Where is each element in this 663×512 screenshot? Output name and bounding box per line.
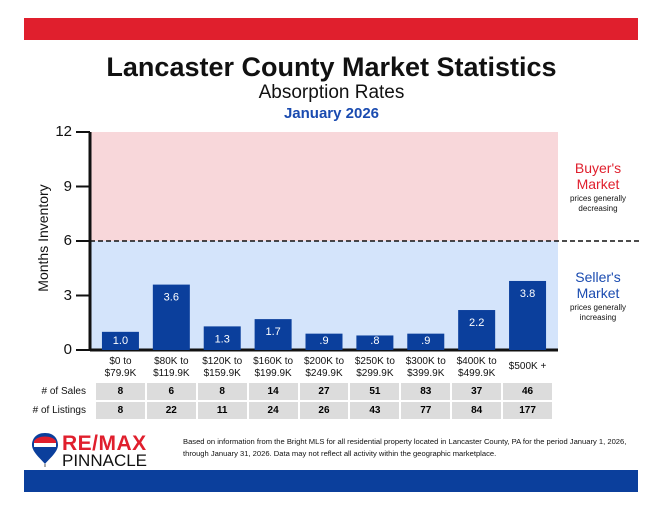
sales-cell: 83 [401,383,451,400]
bar-value-label: 1.0 [113,335,128,347]
top-banner [24,18,638,40]
y-tick-label: 3 [63,286,72,304]
sales-cell: 27 [299,383,349,400]
bar [305,333,343,350]
bar [101,331,139,350]
seller-market-note: prices generally increasing [569,303,627,322]
buyer-zone [90,132,558,241]
remax-balloon-logo-icon [32,433,58,467]
bar [356,335,394,350]
bar [203,326,241,350]
bar [152,284,190,350]
x-tick-label: $0 to $79.9K [104,356,137,379]
bar-value-label: .8 [370,335,379,347]
sales-cell: 8 [197,383,247,400]
seller-market-label: Seller's Market prices generally increas… [558,269,638,323]
x-tick-label: $120K to $159.9K [202,356,243,379]
sales-cell: 6 [146,383,196,400]
sales-cell: 14 [248,383,298,400]
bar-value-label: 1.7 [265,326,280,338]
logo-sub: PINNACLE [62,451,148,470]
listings-cell: 77 [401,402,451,419]
y-tick-label: 6 [63,232,72,249]
listings-cell: 22 [146,402,196,419]
sales-cell: 46 [503,383,552,400]
listings-cell: 24 [248,402,298,419]
bar-value-label: 3.8 [520,288,535,300]
bar [407,333,445,350]
bar [458,310,496,350]
bar-value-label: 3.6 [164,292,179,304]
x-tick-label: $300K to $399.9K [405,356,446,379]
buyer-market-label: Buyer's Market prices generally decreasi… [558,160,638,214]
x-tick-label: $500K + [508,361,547,372]
listings-row-label: # of Listings [32,405,86,416]
bar-value-label: .9 [421,335,430,347]
period-label: January 2026 [283,105,380,122]
page-title: Lancaster County Market Statistics [106,52,557,82]
sales-cell: 8 [96,383,145,400]
sales-row-label: # of Sales [41,386,86,397]
bar [254,319,292,350]
logo-brand: RE/MAX [62,432,147,455]
bar-value-label: 2.2 [469,317,484,329]
listings-cell: 43 [350,402,400,419]
x-tick-label: $80K to $119.9K [153,356,190,379]
sales-cell: 37 [452,383,502,400]
listings-cell: 26 [299,402,349,419]
bottom-banner [24,470,638,492]
disclaimer: Based on information from the Bright MLS… [183,437,627,458]
x-tick-label: $400K to $499.9K [456,356,497,379]
x-tick-label: $200K to $249.9K [303,356,345,379]
seller-market-title: Seller's Market [575,269,621,301]
y-tick-label: 9 [63,177,72,195]
listings-cell: 11 [197,402,247,419]
bar-value-label: 1.3 [215,333,230,345]
y-tick-label: 12 [55,123,72,140]
listings-cell: 8 [96,402,145,419]
buyer-market-note: prices generally decreasing [569,194,627,213]
listings-cell: 177 [503,402,552,419]
x-tick-label: $160K to $199.9K [253,356,294,379]
bar-value-label: .9 [319,335,328,347]
sales-cell: 51 [350,383,400,400]
y-tick-label: 0 [63,341,72,358]
listings-cell: 84 [452,402,502,419]
x-tick-label: $250K to $299.9K [354,356,395,379]
buyer-market-title: Buyer's Market [574,160,622,192]
bar [509,280,547,350]
page-subtitle: Absorption Rates [258,82,405,103]
